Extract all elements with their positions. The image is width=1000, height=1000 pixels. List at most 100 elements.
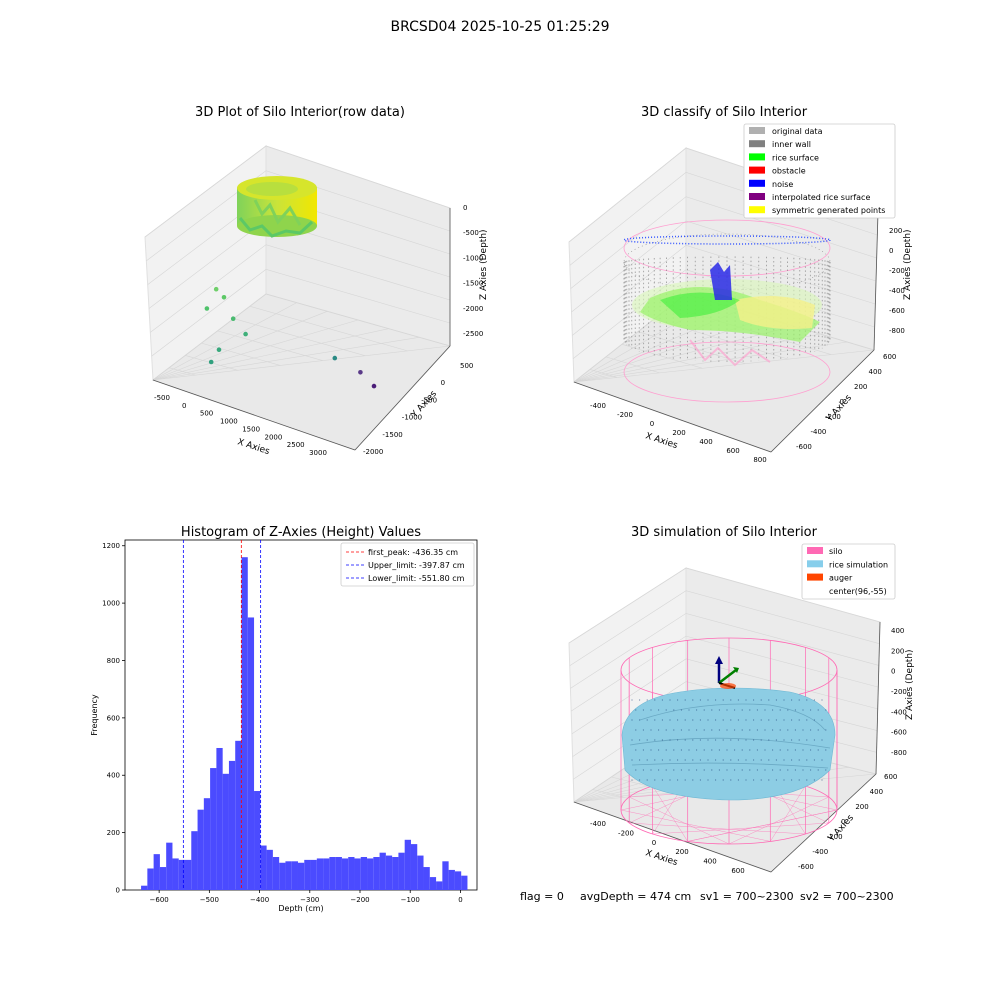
panel-raw-data: 3D Plot of Silo Interior(row data) -5000… [144, 105, 489, 457]
status-sv1: sv1 = 700~2300 [700, 890, 794, 903]
histogram-bar [316, 858, 324, 890]
histogram-y-tick-label: 1200 [102, 542, 120, 550]
histogram-x-tick-label: −100 [401, 896, 420, 904]
histogram-x-tick-label: −600 [150, 896, 169, 904]
raw-outlier-point [208, 359, 214, 365]
classify-z-tick-label: -600 [889, 307, 905, 315]
histogram-bar [329, 857, 336, 890]
raw-rice-cluster [237, 176, 317, 238]
classify-y-tick-label: 600 [883, 353, 896, 361]
legend-label: interpolated rice surface [772, 193, 870, 202]
histogram-bar [442, 861, 449, 890]
simulation-x-axis-label: X Axies [644, 848, 679, 868]
raw-outlier-point [230, 316, 236, 322]
simulation-y-tick-label: 400 [870, 788, 883, 796]
histogram-bar [373, 857, 380, 890]
histogram-bar [166, 842, 173, 890]
simulation-y-tick-label: 200 [855, 803, 868, 811]
histogram-bar [335, 857, 342, 890]
histogram-x-tick-label: −300 [300, 896, 319, 904]
raw-z-tick-label: -1500 [463, 280, 483, 288]
histogram-bar [222, 773, 229, 890]
classify-y-tick-label: -600 [796, 443, 812, 451]
histogram-bar [385, 855, 393, 890]
raw-z-tick-labels: 0 -500 -1000 -1500 -2000 -2500 [463, 204, 483, 338]
histogram-bars [141, 557, 468, 890]
simulation-x-tick-labels: -400 -200 0 200 400 600 [590, 820, 745, 875]
histogram-bar [398, 852, 405, 890]
classify-x-tick-label: 400 [699, 438, 712, 446]
raw-x-tick-label: 1000 [220, 418, 238, 426]
classify-z-tick-label: 0 [889, 247, 893, 255]
raw-outlier-point [243, 331, 248, 337]
histogram-bar [417, 855, 424, 890]
raw-x-tick-label: 3000 [309, 449, 327, 457]
legend-swatch [807, 560, 823, 568]
raw-outlier-point [216, 347, 222, 353]
simulation-x-tick-label: -200 [618, 829, 634, 837]
simulation-z-tick-label: -400 [891, 708, 907, 716]
panel-classify: 3D classify of Silo Interior -400-200020… [568, 105, 913, 464]
classify-x-tick-labels: -400 -200 0 200 400 600 800 [590, 402, 767, 464]
histogram-bar [423, 867, 430, 890]
legend-swatch [749, 166, 765, 174]
simulation-y-tick-label: -200 [827, 833, 843, 841]
simulation-z-tick-label: -600 [891, 729, 907, 737]
classify-x-tick-label: 0 [650, 420, 654, 428]
figure-title: BRCSD04 2025-10-25 01:25:29 [390, 19, 609, 35]
raw-y-tick-label: -1000 [402, 414, 422, 422]
histogram-bar [191, 831, 198, 890]
classify-y-tick-label: -200 [825, 413, 841, 421]
legend-label: original data [772, 127, 823, 136]
raw-outlier-point [332, 355, 338, 361]
histogram-bar [404, 839, 411, 890]
raw-y-tick-label: -2000 [363, 448, 383, 456]
status-flag: flag = 0 [520, 890, 564, 903]
histogram-bar [436, 881, 443, 890]
histogram-bar [147, 868, 154, 890]
histogram-legend: first_peak: -436.35 cm Upper_limit: -397.… [340, 542, 475, 587]
raw-y-tick-label: 500 [460, 362, 473, 370]
simulation-auger-arrows [715, 656, 739, 689]
histogram-bar [241, 557, 248, 890]
raw-x-tick-label: 2500 [287, 441, 305, 449]
histogram-plot-area [124, 539, 478, 891]
raw-x-tick-label: 0 [182, 402, 186, 410]
histogram-bar [235, 740, 242, 890]
legend-label: inner wall [772, 140, 811, 149]
raw-x-tick-label: 500 [200, 410, 213, 418]
histogram-legend-label: first_peak: -436.35 cm [368, 548, 458, 557]
histogram-bar [203, 798, 211, 890]
classify-silo-cylinder [623, 219, 831, 403]
raw-outlier-points [204, 286, 377, 389]
histogram-bar [285, 861, 292, 890]
legend-label: noise [772, 180, 793, 189]
classify-z-tick-labels: 200 0 -200 -400 -600 -800 [889, 227, 905, 335]
histogram-bar [291, 861, 298, 890]
histogram-bar [279, 862, 286, 890]
histogram-bar [272, 857, 280, 890]
legend-label: auger [829, 574, 853, 583]
raw-y-axis-label: Y Axies [409, 389, 439, 421]
histogram-bar [172, 858, 179, 890]
simulation-z-tick-label: -800 [891, 749, 907, 757]
histogram-bar [341, 858, 349, 890]
histogram-bar [429, 877, 437, 890]
histogram-y-tick-label: 200 [107, 829, 120, 837]
histogram-bar [260, 845, 267, 890]
raw-chart-title: 3D Plot of Silo Interior(row data) [195, 105, 405, 120]
legend-label: silo [829, 547, 843, 556]
histogram-x-tick-label: −400 [250, 896, 269, 904]
histogram-y-tick-label: 400 [107, 772, 120, 780]
histogram-bar [379, 852, 386, 890]
legend-swatch [749, 127, 765, 134]
histogram-x-axis-label: Depth (cm) [278, 904, 323, 913]
histogram-y-tick-label: 0 [116, 887, 120, 895]
raw-z-axis-label: Z Axies (Depth) [479, 229, 489, 300]
simulation-y-tick-label: 600 [884, 773, 897, 781]
simulation-x-tick-label: 400 [703, 858, 716, 866]
raw-x-tick-label: 1500 [242, 425, 260, 433]
